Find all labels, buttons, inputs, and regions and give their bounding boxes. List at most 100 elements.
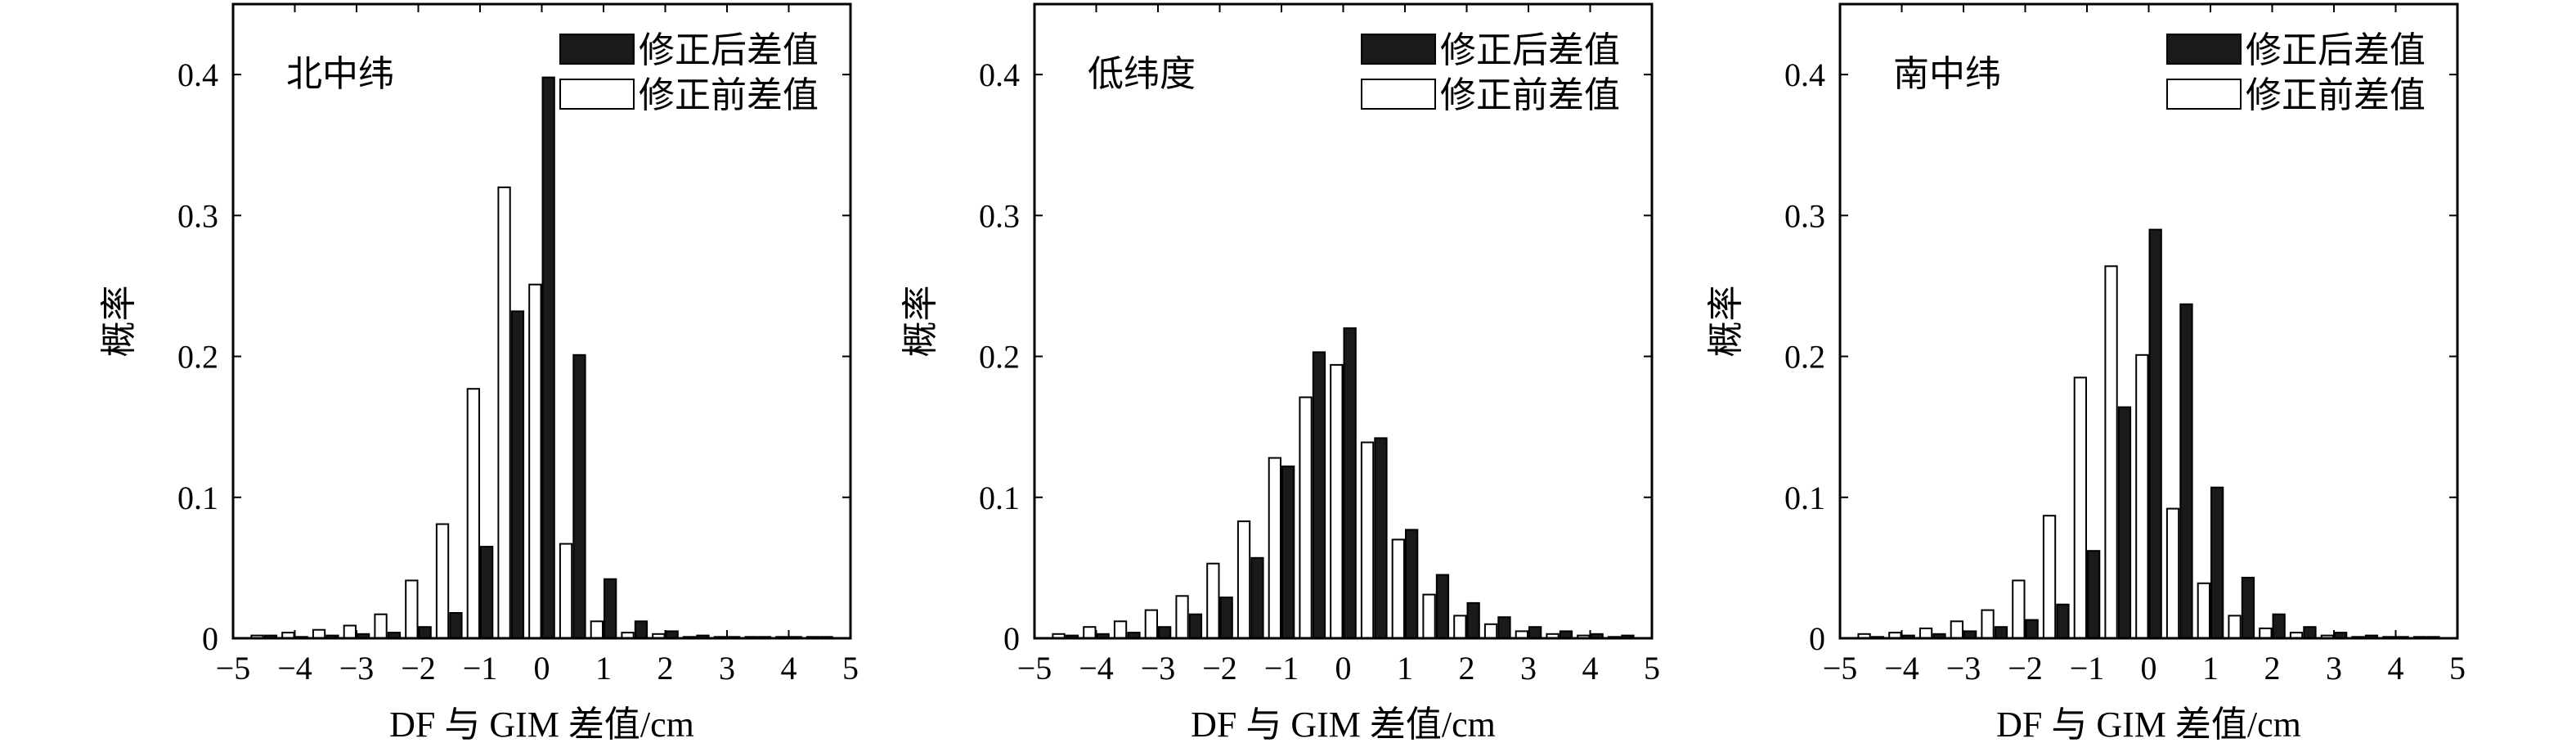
y-tick-label: 0.3 <box>1784 197 1825 234</box>
bar-before-14 <box>1483 623 1498 639</box>
y-tick-label: 0.1 <box>979 480 1020 516</box>
bar-after-3 <box>1158 626 1172 640</box>
bar-before-7 <box>466 388 481 639</box>
bar-after-13 <box>1466 601 1480 640</box>
x-tick-label: 2 <box>2264 650 2281 687</box>
panel-title: 北中纬 <box>286 54 394 94</box>
x-tick-label: −4 <box>277 650 312 687</box>
bar-before-9 <box>528 283 542 639</box>
x-tick-label: 3 <box>2326 650 2342 687</box>
legend-swatch-after <box>1361 34 1436 65</box>
bar-after-5 <box>2025 619 2039 639</box>
bar-before-8 <box>2104 265 2118 639</box>
panel-title: 南中纬 <box>1893 54 2001 94</box>
bar-before-2 <box>312 628 326 640</box>
bar-before-8 <box>1299 396 1313 639</box>
bar-after-14 <box>1497 616 1511 640</box>
bar-after-12 <box>2241 576 2255 640</box>
bar-before-7 <box>2073 376 2087 639</box>
bar-before-5 <box>1206 562 1220 640</box>
bar-after-6 <box>2056 603 2070 640</box>
bar-after-13 <box>2272 613 2286 640</box>
bar-before-12 <box>1422 593 1436 639</box>
legend-label-before: 修正前差值 <box>2246 75 2426 115</box>
panel-title: 低纬度 <box>1088 54 1196 94</box>
bar-before-4 <box>1175 595 1189 639</box>
x-tick-label: −2 <box>401 650 436 687</box>
bar-before-11 <box>1391 538 1405 640</box>
y-tick-label: 0.4 <box>979 56 1020 93</box>
x-tick-label: −3 <box>1946 650 1981 687</box>
bar-before-4 <box>374 613 388 640</box>
x-tick-label: 0 <box>1335 650 1352 687</box>
bar-after-6 <box>449 612 463 639</box>
y-tick-label: 0 <box>1809 620 1825 657</box>
bar-before-4 <box>1981 609 1995 639</box>
x-tick-label: 3 <box>1520 650 1537 687</box>
bar-after-14 <box>2303 626 2317 640</box>
bar-after-7 <box>480 546 494 639</box>
x-tick-label: 3 <box>719 650 735 687</box>
bar-after-8 <box>1312 351 1326 639</box>
legend-label-after: 修正后差值 <box>1440 30 1620 70</box>
legend-swatch-after <box>559 34 635 65</box>
bar-after-11 <box>1405 529 1419 640</box>
x-tick-label: −3 <box>1141 650 1176 687</box>
bar-before-13 <box>2259 627 2273 640</box>
bar-before-11 <box>2197 582 2210 639</box>
chart-panel-2: −5 −4 −3 −2 −1 0 1 2 3 4 5 0 0.1 0.2 0.3 0.4 DF 与 GIM 差值… <box>900 2 1660 745</box>
x-tick-label: −2 <box>1202 650 1237 687</box>
bar-after-5 <box>1219 597 1233 639</box>
bar-before-3 <box>343 624 357 639</box>
bar-before-10 <box>1360 441 1375 639</box>
bar-before-6 <box>1236 520 1251 639</box>
bar-before-10 <box>559 543 573 639</box>
x-tick-label: 5 <box>842 650 859 687</box>
bar-after-8 <box>510 310 525 639</box>
x-tick-label: −4 <box>1079 650 1114 687</box>
bar-before-2 <box>1113 620 1128 639</box>
bar-before-3 <box>1144 609 1158 639</box>
bar-after-10 <box>572 353 586 639</box>
x-tick-label: 0 <box>534 650 550 687</box>
legend-swatch-after <box>2166 34 2242 65</box>
legend-label-after: 修正后差值 <box>2246 30 2426 70</box>
legend-swatch-before <box>1361 79 1436 110</box>
x-tick-label: 4 <box>781 650 797 687</box>
x-tick-label: 2 <box>657 650 674 687</box>
bar-after-7 <box>2087 550 2101 640</box>
bar-before-6 <box>2042 515 2057 640</box>
x-tick-label: −1 <box>2070 650 2105 687</box>
bar-before-10 <box>2165 507 2180 639</box>
chart-panel-1: −5 −4 −3 −2 −1 0 1 2 3 4 5 0 0.1 0.2 0.3 0.4 DF 与 GIM 差值… <box>99 2 859 745</box>
x-tick-label: −3 <box>339 650 375 687</box>
bar-before-2 <box>1919 627 1933 640</box>
bar-before-9 <box>2135 353 2149 639</box>
y-tick-label: 0.1 <box>177 480 218 516</box>
y-axis-title: 概率 <box>900 286 940 358</box>
bar-before-6 <box>435 523 450 639</box>
y-tick-label: 0 <box>1003 620 1020 657</box>
y-tick-label: 0.2 <box>979 339 1020 376</box>
bar-after-9 <box>541 76 555 640</box>
y-tick-label: 0.4 <box>177 56 218 93</box>
x-axis-title: DF 与 GIM 差值/cm <box>1996 705 2301 745</box>
x-tick-label: −5 <box>1017 650 1052 687</box>
legend-swatch-before <box>559 79 635 110</box>
bar-before-9 <box>1330 363 1344 639</box>
x-tick-label: 5 <box>2449 650 2466 687</box>
x-tick-label: −1 <box>1264 650 1299 687</box>
bar-after-10 <box>2179 303 2193 639</box>
x-tick-label: 4 <box>1582 650 1599 687</box>
bar-before-5 <box>405 579 419 640</box>
y-tick-label: 0.3 <box>177 197 218 234</box>
x-axis-title: DF 与 GIM 差值/cm <box>1191 705 1496 745</box>
legend-swatch-before <box>2166 79 2242 110</box>
y-tick-label: 0.1 <box>1784 480 1825 516</box>
bar-before-1 <box>1083 626 1097 640</box>
bar-after-8 <box>2117 406 2132 639</box>
bar-after-10 <box>1374 437 1388 640</box>
bar-after-5 <box>418 626 432 640</box>
x-tick-label: 2 <box>1459 650 1475 687</box>
